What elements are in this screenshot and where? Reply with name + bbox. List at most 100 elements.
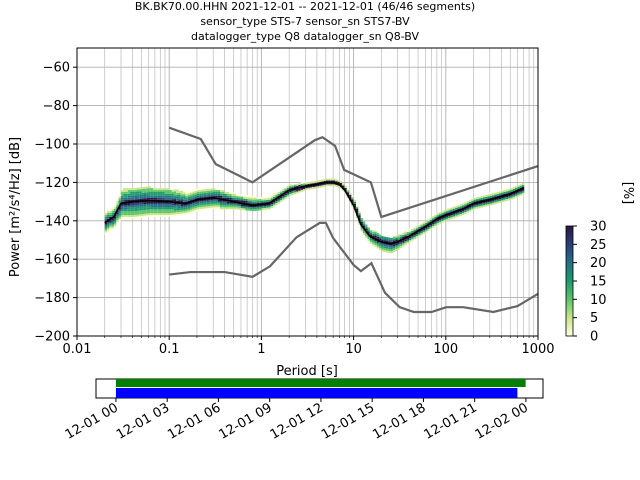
density-cell <box>137 212 140 215</box>
density-cell <box>206 194 209 197</box>
x-tick-label: 100 <box>433 342 458 357</box>
timeline-tick-label: 12-01 18 <box>370 400 428 442</box>
density-cell <box>457 210 460 213</box>
density-cell <box>139 206 142 209</box>
density-cell <box>392 250 396 253</box>
density-cell <box>210 192 214 195</box>
density-cell <box>395 243 398 246</box>
density-cell <box>153 205 156 208</box>
density-cell <box>275 193 278 196</box>
density-cell <box>178 190 181 193</box>
density-cell <box>505 189 509 192</box>
density-cell <box>249 195 253 198</box>
density-cell <box>157 203 161 206</box>
density-cell <box>332 184 336 187</box>
density-cell <box>321 183 324 186</box>
density-cell <box>107 228 110 231</box>
density-cell <box>120 190 124 193</box>
y-tick-label: −120 <box>34 176 70 191</box>
density-cell <box>279 200 283 202</box>
density-cell <box>157 195 161 198</box>
density-cell <box>406 232 410 234</box>
density-cell <box>196 188 200 191</box>
density-cell <box>247 204 250 207</box>
density-cell <box>141 204 144 207</box>
density-cell <box>190 205 193 208</box>
density-cell <box>351 197 354 200</box>
density-cell <box>395 248 398 251</box>
density-cell <box>171 189 174 192</box>
density-cell <box>238 205 241 208</box>
density-cell <box>291 185 294 188</box>
density-cell <box>166 193 170 196</box>
density-cell <box>491 195 495 198</box>
density-cell <box>155 197 158 200</box>
density-cell <box>404 233 407 236</box>
density-cell <box>503 199 506 202</box>
density-cell <box>254 199 257 202</box>
density-cell <box>236 205 239 208</box>
density-cell <box>194 204 197 207</box>
density-cell <box>236 207 239 210</box>
x-axis-label: Period [s] <box>276 364 338 379</box>
density-cell <box>137 193 140 196</box>
density-cell <box>148 190 151 193</box>
density-cell <box>208 205 211 208</box>
density-cell <box>385 244 389 247</box>
density-cell <box>134 214 138 217</box>
density-cell <box>226 193 230 196</box>
x-tick-label: 1 <box>257 342 265 357</box>
density-cell <box>157 188 161 191</box>
density-cell <box>365 224 368 227</box>
density-cell <box>146 192 149 195</box>
density-cell <box>277 192 280 194</box>
density-cell <box>137 195 140 198</box>
density-cell <box>192 189 195 192</box>
density-cell <box>521 183 525 186</box>
density-cell <box>240 198 244 201</box>
density-cell <box>243 200 246 203</box>
density-cell <box>326 182 329 185</box>
density-cell <box>415 235 419 238</box>
density-cell <box>185 211 188 214</box>
density-cell <box>388 237 391 240</box>
density-cell <box>199 199 202 202</box>
density-cell <box>508 196 511 199</box>
density-cell <box>296 191 299 194</box>
density-cell <box>388 245 391 248</box>
density-cell <box>302 189 306 191</box>
density-cell <box>104 224 108 227</box>
density-cell <box>349 196 352 199</box>
density-cell <box>153 207 156 210</box>
density-cell <box>374 239 377 242</box>
density-cell <box>302 181 306 184</box>
density-cell <box>468 200 472 202</box>
density-cell <box>201 202 204 205</box>
density-cell <box>450 213 453 216</box>
density-cell <box>118 207 121 210</box>
density-cell <box>434 214 437 217</box>
density-cell <box>215 203 218 206</box>
density-cell <box>132 195 135 198</box>
density-cell <box>176 193 179 196</box>
density-cell <box>183 205 186 208</box>
density-cell <box>415 226 419 229</box>
density-cell <box>268 207 271 210</box>
density-cell <box>130 203 133 206</box>
density-cell <box>118 217 121 220</box>
y-axis-ticks: −200 −180 −160 −140 −120 −100 −80 −60 <box>34 61 77 345</box>
density-cell <box>471 208 474 211</box>
density-cell <box>353 198 356 200</box>
density-cell <box>217 192 221 194</box>
density-cell <box>466 208 469 211</box>
density-cell <box>120 209 124 212</box>
density-cell <box>404 231 407 234</box>
density-cell <box>157 192 161 194</box>
density-cell <box>104 218 108 221</box>
density-cell <box>238 198 241 201</box>
density-cell <box>132 201 135 204</box>
density-cell <box>471 204 474 207</box>
density-cell <box>372 235 375 238</box>
density-cell <box>314 180 317 183</box>
density-cell <box>196 199 200 202</box>
